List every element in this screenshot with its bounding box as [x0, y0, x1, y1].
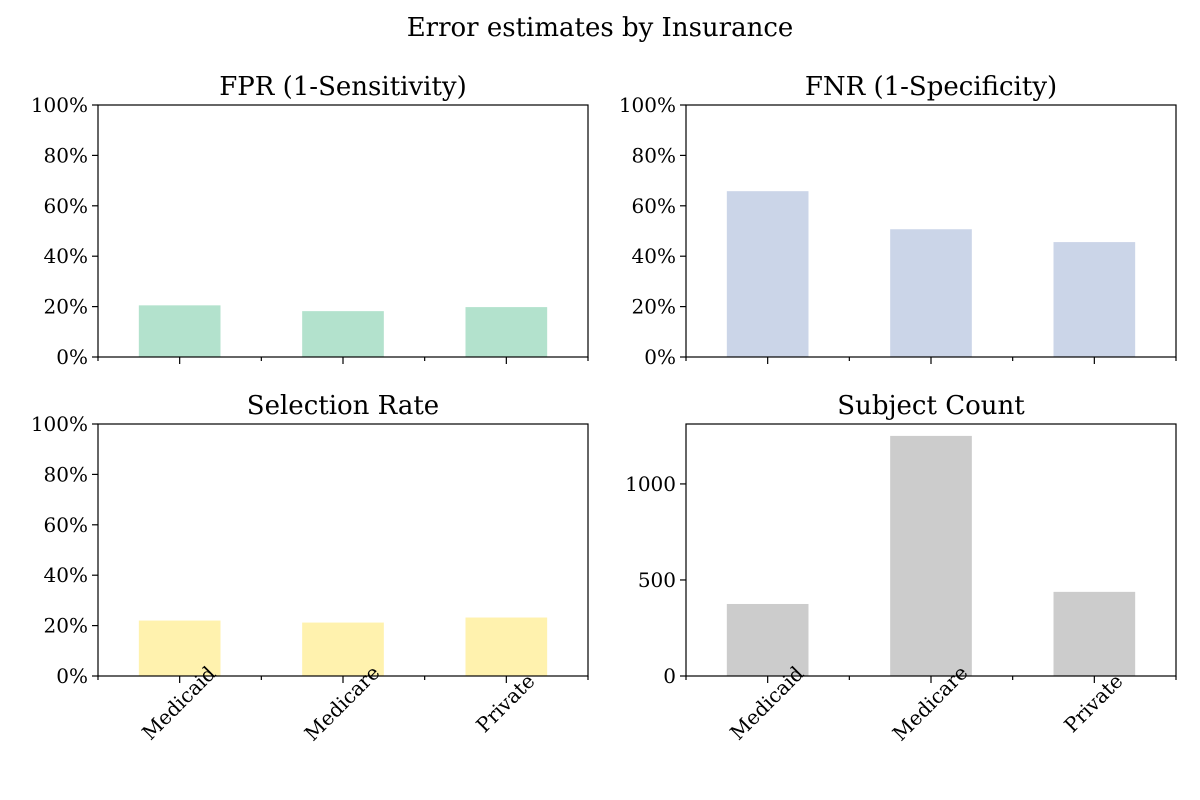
y-tick-label: 500: [638, 568, 676, 592]
bar-medicare: [890, 435, 972, 676]
y-tick-label: 80%: [44, 143, 88, 167]
figure-title: Error estimates by Insurance: [407, 13, 794, 43]
bar-private: [1053, 242, 1136, 357]
y-tick-label: 1000: [625, 472, 676, 496]
y-tick-label: 100%: [619, 93, 676, 117]
selection-rate-panel: Selection Rate0%20%40%60%80%100%Medicaid…: [31, 391, 589, 745]
x-tick-label-private: Private: [1059, 669, 1127, 737]
y-tick-label: 0%: [56, 345, 88, 369]
fpr-title: FPR (1-Sensitivity): [219, 72, 467, 102]
bar-private: [1053, 591, 1136, 676]
fnr-panel: FNR (1-Specificity) 0% 20% 40% 60% 80% 100%: [619, 72, 1177, 369]
y-tick-label: 0%: [56, 664, 88, 688]
bar-medicare: [302, 311, 384, 357]
bar-medicaid: [726, 191, 809, 357]
bar-medicare: [890, 229, 972, 357]
y-tick-label: 60%: [632, 194, 676, 218]
y-tick-label: 40%: [44, 563, 88, 587]
y-tick-label: 100%: [31, 93, 88, 117]
bar-private: [465, 617, 548, 676]
bar-medicaid: [138, 305, 221, 357]
y-tick-label: 20%: [44, 295, 88, 319]
bar-private: [465, 307, 548, 357]
y-tick-label: 0: [663, 664, 676, 688]
selection-rate-title: Selection Rate: [247, 391, 439, 421]
y-tick-label: 20%: [44, 614, 88, 638]
x-tick-label-private: Private: [471, 669, 539, 737]
bar-medicare: [302, 622, 384, 676]
bar-medicaid: [726, 603, 809, 676]
subject-count-title: Subject Count: [837, 391, 1025, 421]
fnr-title: FNR (1-Specificity): [805, 72, 1057, 102]
y-tick-label: 80%: [44, 462, 88, 486]
y-tick-label: 100%: [31, 412, 88, 436]
y-tick-label: 40%: [44, 244, 88, 268]
y-tick-label: 80%: [632, 143, 676, 167]
fpr-panel: FPR (1-Sensitivity) 0% 20% 40% 60% 80% 100%: [31, 72, 589, 369]
y-tick-label: 20%: [632, 295, 676, 319]
y-tick-label: 0%: [644, 345, 676, 369]
y-tick-label: 60%: [44, 194, 88, 218]
y-tick-label: 40%: [632, 244, 676, 268]
y-tick-label: 60%: [44, 513, 88, 537]
bar-medicaid: [138, 620, 221, 676]
